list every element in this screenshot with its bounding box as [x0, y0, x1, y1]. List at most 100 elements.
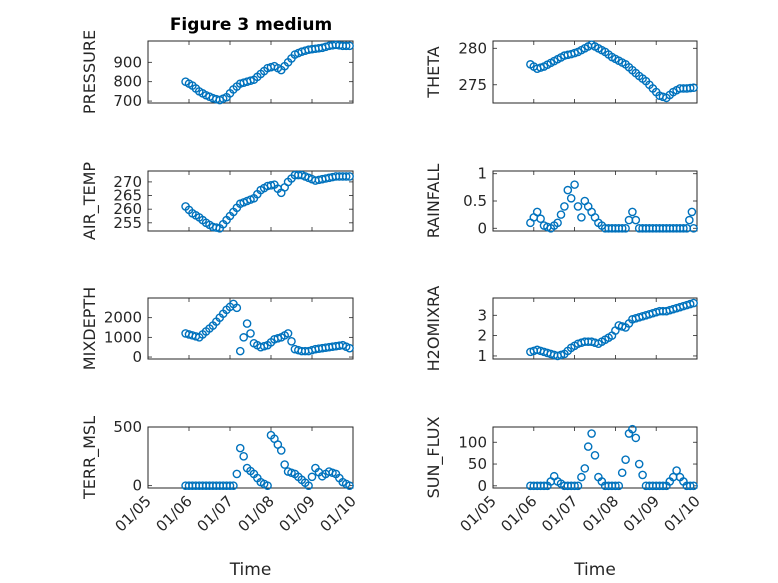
- data-point: [198, 89, 207, 98]
- data-point: [246, 466, 255, 476]
- data-point: [549, 221, 559, 230]
- data-point: [287, 174, 296, 183]
- data-point: [570, 180, 579, 189]
- data-point: [246, 195, 255, 204]
- y-tick-label: 500: [113, 418, 142, 436]
- y-tick-label: 0.5: [463, 192, 487, 210]
- data-point: [225, 302, 235, 312]
- data-point: [253, 473, 262, 483]
- x-tick-label: 01/06: [153, 492, 196, 535]
- data-point: [239, 452, 248, 461]
- data-point: [689, 223, 698, 233]
- data-point: [225, 89, 235, 98]
- data-point: [563, 185, 573, 195]
- y-axis-label: SUN_FLUX: [424, 417, 444, 499]
- data-point: [658, 481, 668, 491]
- data-point: [259, 479, 269, 489]
- data-point: [276, 446, 286, 455]
- x-tick-label: 01/09: [620, 492, 663, 535]
- figure-title: Figure 3 medium: [170, 15, 332, 35]
- data-point: [307, 472, 317, 482]
- y-tick-label: 0: [477, 477, 487, 495]
- data-point: [638, 470, 647, 480]
- y-tick-label: 260: [113, 200, 142, 218]
- data-point: [583, 202, 593, 211]
- y-tick-label: 800: [113, 73, 142, 91]
- x-tick-label: 01/10: [317, 492, 360, 535]
- data-point: [536, 63, 545, 72]
- data-point: [218, 309, 228, 319]
- data-point: [232, 469, 242, 479]
- data-point: [341, 479, 351, 489]
- y-tick-label: 270: [113, 173, 142, 191]
- data-point: [597, 337, 607, 347]
- data-point: [273, 334, 283, 343]
- x-axis-label: Time: [229, 560, 272, 580]
- data-point: [287, 468, 296, 478]
- y-tick-label: 2: [477, 327, 487, 345]
- data-point: [570, 341, 579, 351]
- data-point: [611, 481, 620, 491]
- y-tick-label: 2000: [104, 309, 142, 327]
- data-point: [617, 223, 627, 233]
- data-point: [611, 326, 620, 335]
- data-point: [577, 472, 586, 482]
- x-tick-label: 01/09: [276, 492, 319, 535]
- data-point: [583, 442, 593, 451]
- data-point: [232, 203, 242, 213]
- data-point: [287, 336, 296, 346]
- data-point: [294, 472, 303, 482]
- data-point: [280, 183, 289, 192]
- data-point: [232, 82, 242, 91]
- y-axis-label: AIR_TEMP: [80, 162, 100, 240]
- x-axis-label: Time: [573, 560, 616, 580]
- y-tick-label: 0: [132, 477, 142, 495]
- data-point: [597, 45, 607, 55]
- data-point: [549, 56, 559, 66]
- data-point: [266, 181, 276, 190]
- data-point: [229, 481, 238, 490]
- data-point: [570, 48, 579, 58]
- y-tick-label: 275: [458, 76, 487, 94]
- data-point: [225, 481, 235, 490]
- data-point: [631, 68, 641, 78]
- data-point: [679, 223, 688, 233]
- data-point: [577, 45, 586, 55]
- data-point: [280, 331, 289, 340]
- data-point: [198, 330, 207, 339]
- data-point: [246, 76, 255, 86]
- data-point: [685, 299, 695, 309]
- data-point: [573, 202, 583, 211]
- data-point: [253, 189, 262, 199]
- subplot-theta: 275 280 THETA: [424, 39, 698, 104]
- data-point: [191, 211, 201, 220]
- data-point: [341, 172, 351, 181]
- data-point: [617, 322, 627, 331]
- x-tick-label: 01/08: [235, 492, 278, 535]
- x-tick-label: 01/05: [112, 492, 155, 535]
- data-point: [560, 202, 569, 211]
- data-point: [341, 41, 351, 51]
- data-point: [590, 42, 600, 51]
- y-tick-label: 50: [468, 455, 487, 473]
- data-point: [621, 455, 630, 464]
- x-tick-label: 01/07: [538, 492, 581, 535]
- y-tick-label: 1000: [104, 328, 142, 346]
- data-point: [590, 451, 600, 460]
- data-point: [580, 464, 590, 473]
- data-point: [631, 433, 641, 443]
- data-point: [628, 424, 637, 434]
- y-tick-label: 100: [458, 433, 487, 451]
- data-point: [556, 350, 566, 360]
- data-point: [218, 219, 228, 229]
- data-point: [280, 61, 289, 71]
- data-point: [587, 429, 596, 438]
- data-point: [341, 342, 351, 352]
- data-point: [266, 337, 276, 347]
- data-point: [689, 481, 698, 491]
- y-tick-label: 255: [113, 214, 142, 232]
